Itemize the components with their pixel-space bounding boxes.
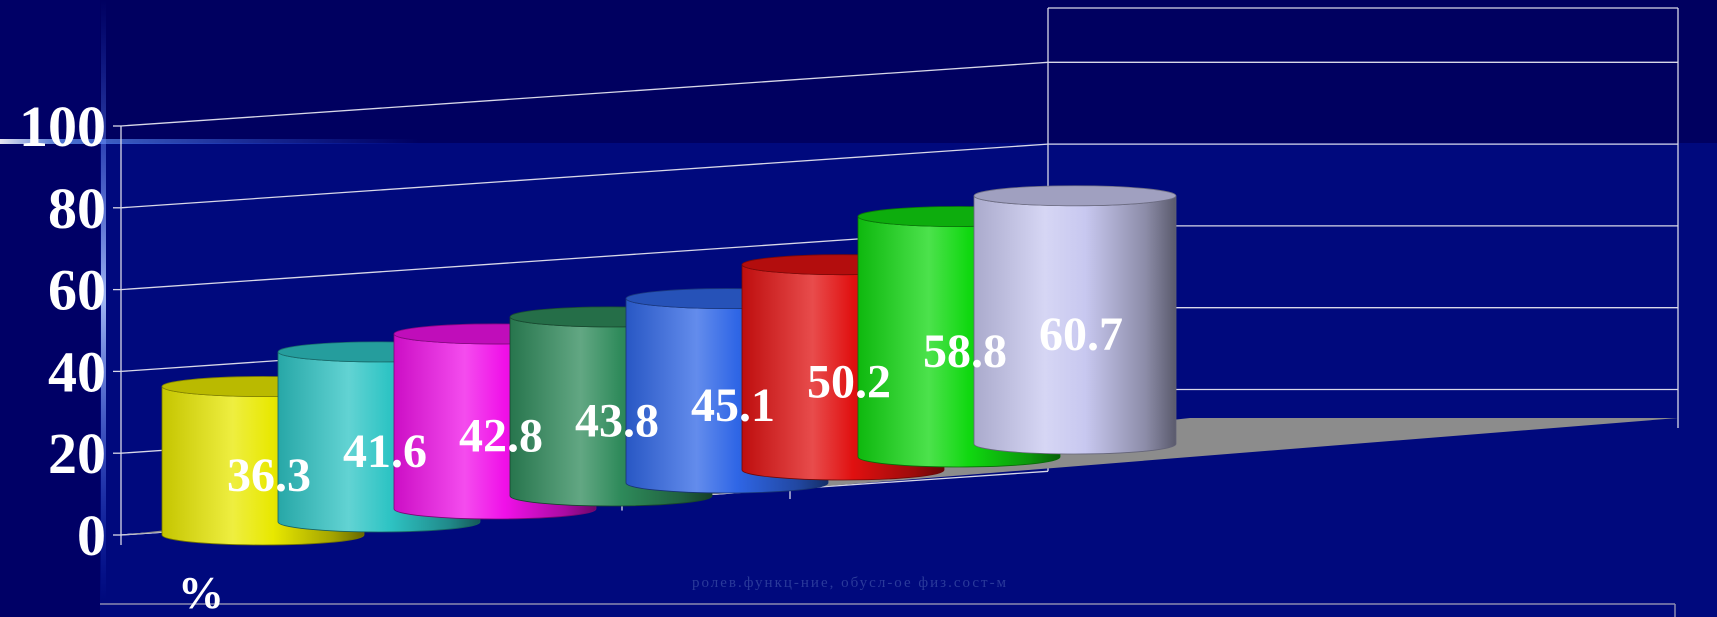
y-tick-label-60: 60 bbox=[48, 258, 106, 323]
x-axis-label: ролев.функц-ние, обусл-ое физ.сост-м bbox=[692, 575, 1008, 591]
y-axis-ticks: 0 20 40 60 80 100 bbox=[19, 94, 106, 568]
gridline-left-80 bbox=[120, 143, 1049, 209]
data-label-6: 58.8 bbox=[923, 325, 1007, 378]
gridline-left-100 bbox=[120, 61, 1049, 127]
data-label-4: 45.1 bbox=[691, 379, 775, 432]
y-tick-label-100: 100 bbox=[19, 94, 106, 159]
bar-top-7 bbox=[973, 185, 1177, 207]
y-tick-label-80: 80 bbox=[48, 176, 106, 241]
data-label-0: 36.3 bbox=[227, 449, 311, 502]
data-label-1: 41.6 bbox=[343, 425, 427, 478]
y-tick-label-40: 40 bbox=[48, 339, 106, 404]
bar-7 bbox=[973, 185, 1177, 455]
data-labels: 36.3 41.6 42.8 43.8 45.1 50.2 58.8 60.7 bbox=[227, 308, 1123, 502]
chart-bars bbox=[161, 185, 1177, 546]
data-label-5: 50.2 bbox=[807, 355, 891, 408]
data-label-2: 42.8 bbox=[459, 409, 543, 462]
y-tick-label-0: 0 bbox=[77, 503, 106, 568]
data-label-3: 43.8 bbox=[575, 394, 659, 447]
data-label-7: 60.7 bbox=[1039, 308, 1123, 361]
y-tick-label-20: 20 bbox=[48, 421, 106, 486]
y-axis-label: % bbox=[178, 567, 224, 617]
